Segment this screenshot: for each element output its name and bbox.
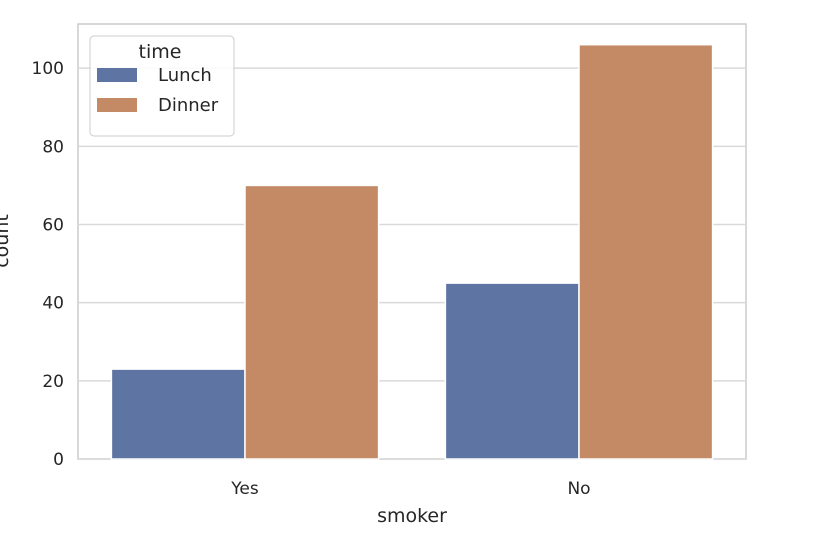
y-axis-ticks: 0 20 40 60 80 100 [32,59,64,470]
bar-dinner-no [578,43,714,460]
legend-entries: Lunch Dinner [97,65,219,116]
x-tick-label: No [567,479,590,499]
y-axis-label: count [0,214,13,268]
y-tick-label: 40 [42,294,64,314]
y-tick-label: 20 [42,372,64,392]
y-tick-label: 0 [53,450,64,470]
plot-area [77,23,747,460]
legend-title: time [139,41,182,63]
legend-label-dinner: Dinner [158,95,219,116]
bars [110,43,714,460]
bar-lunch-no [444,282,580,460]
bar-dinner-yes [244,184,380,460]
x-axis-label: smoker [377,505,447,527]
legend-swatch-dinner [97,98,137,112]
bar-lunch-yes [110,368,246,460]
legend-label-lunch: Lunch [158,65,212,86]
legend-swatch-lunch [97,68,137,82]
legend: time Lunch Dinner [89,35,235,137]
y-tick-label: 80 [42,137,64,157]
x-tick-label: Yes [230,479,259,499]
x-axis-ticks: Yes No [230,479,590,499]
y-tick-label: 100 [32,59,64,79]
y-tick-label: 60 [42,215,64,235]
